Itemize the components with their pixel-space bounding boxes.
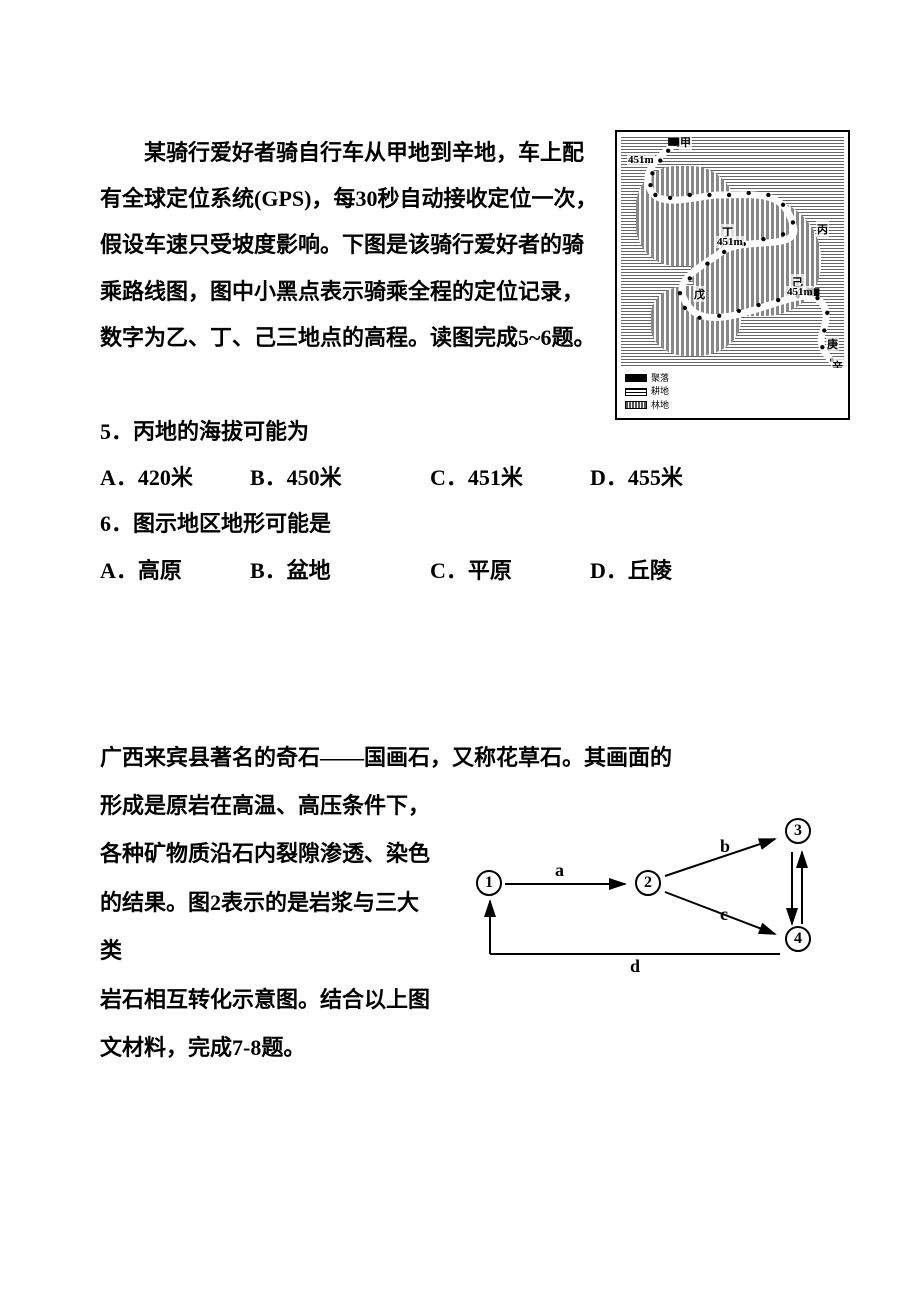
diagram-edge-c: c	[720, 904, 728, 925]
map-label-xin: 辛	[831, 358, 844, 368]
intro2-line: 各种矿物质沿石内裂隙渗透、染色	[100, 830, 430, 878]
q5-option-c: C．451米	[430, 455, 590, 501]
legend-row: 聚落	[625, 372, 669, 386]
diagram-edge-b: b	[720, 836, 730, 857]
intro2-line: 的结果。图2表示的是岩浆与三大类	[100, 879, 430, 976]
q6-option-c: C．平原	[430, 548, 590, 594]
map-label-yi-elev: 451m	[627, 154, 655, 166]
legend-swatch-farmland	[625, 388, 647, 396]
diagram-node-3: 3	[785, 818, 811, 844]
map-label-ji-elev: 451m	[786, 286, 814, 298]
legend-swatch-settlement	[625, 374, 647, 382]
q6-stem: 6．图示地区地形可能是	[100, 501, 820, 547]
intro2-line: 文材料，完成7-8题。	[100, 1024, 430, 1072]
map-label-bing: 丙	[816, 221, 829, 237]
map-label-jia: 甲	[679, 136, 692, 150]
section-q5-q6: 某骑行爱好者骑自行车从甲地到辛地，车上配有全球定位系统(GPS)，每30秒自动接…	[100, 130, 820, 594]
intro2-line: 广西来宾县著名的奇石——国画石，又称花草石。其画面的	[100, 734, 820, 782]
map-label-ding-elev: 451m	[716, 236, 744, 248]
q5-option-d: D．455米	[590, 455, 683, 501]
q5-options: A．420米 B．450米 C．451米 D．455米	[100, 455, 820, 501]
diagram-edge-a: a	[555, 860, 564, 881]
intro2-line: 岩石相互转化示意图。结合以上图	[100, 976, 430, 1024]
legend-label: 林地	[651, 399, 669, 413]
map-legend: 聚落 耕地 林地	[625, 372, 669, 413]
q6-option-a: A．高原	[100, 548, 250, 594]
q6-option-b: B．盆地	[250, 548, 430, 594]
q6-option-d: D．丘陵	[590, 548, 672, 594]
section-q7-q8: 广西来宾县著名的奇石——国画石，又称花草石。其画面的 形成是原岩在高温、高压条件…	[100, 734, 820, 1073]
q5-option-a: A．420米	[100, 455, 250, 501]
legend-label: 聚落	[651, 372, 669, 386]
route-map-figure: 甲 451m 丁 451m 丙 戊 己 451m 庚 辛 聚落 耕地 林地	[615, 130, 850, 420]
legend-row: 林地	[625, 399, 669, 413]
q6-options: A．高原 B．盆地 C．平原 D．丘陵	[100, 548, 820, 594]
legend-label: 耕地	[651, 385, 669, 399]
route-path-svg	[621, 136, 844, 368]
diagram-node-4: 4	[785, 926, 811, 952]
diagram-edge-d: d	[630, 956, 640, 977]
map-background: 甲 451m 丁 451m 丙 戊 己 451m 庚 辛	[621, 136, 844, 368]
rock-cycle-diagram: 1 2 3 4 a b c d	[460, 824, 820, 994]
diagram-node-1: 1	[476, 870, 502, 896]
q5-option-b: B．450米	[250, 455, 430, 501]
questions-block-1: 5．丙地的海拔可能为 A．420米 B．450米 C．451米 D．455米 6…	[100, 409, 820, 594]
legend-row: 耕地	[625, 385, 669, 399]
map-label-wu: 戊	[693, 286, 706, 302]
legend-swatch-forest	[625, 401, 647, 409]
intro-paragraph-1: 某骑行爱好者骑自行车从甲地到辛地，车上配有全球定位系统(GPS)，每30秒自动接…	[100, 130, 600, 361]
diagram-node-2: 2	[635, 870, 661, 896]
map-label-geng: 庚	[826, 336, 839, 352]
